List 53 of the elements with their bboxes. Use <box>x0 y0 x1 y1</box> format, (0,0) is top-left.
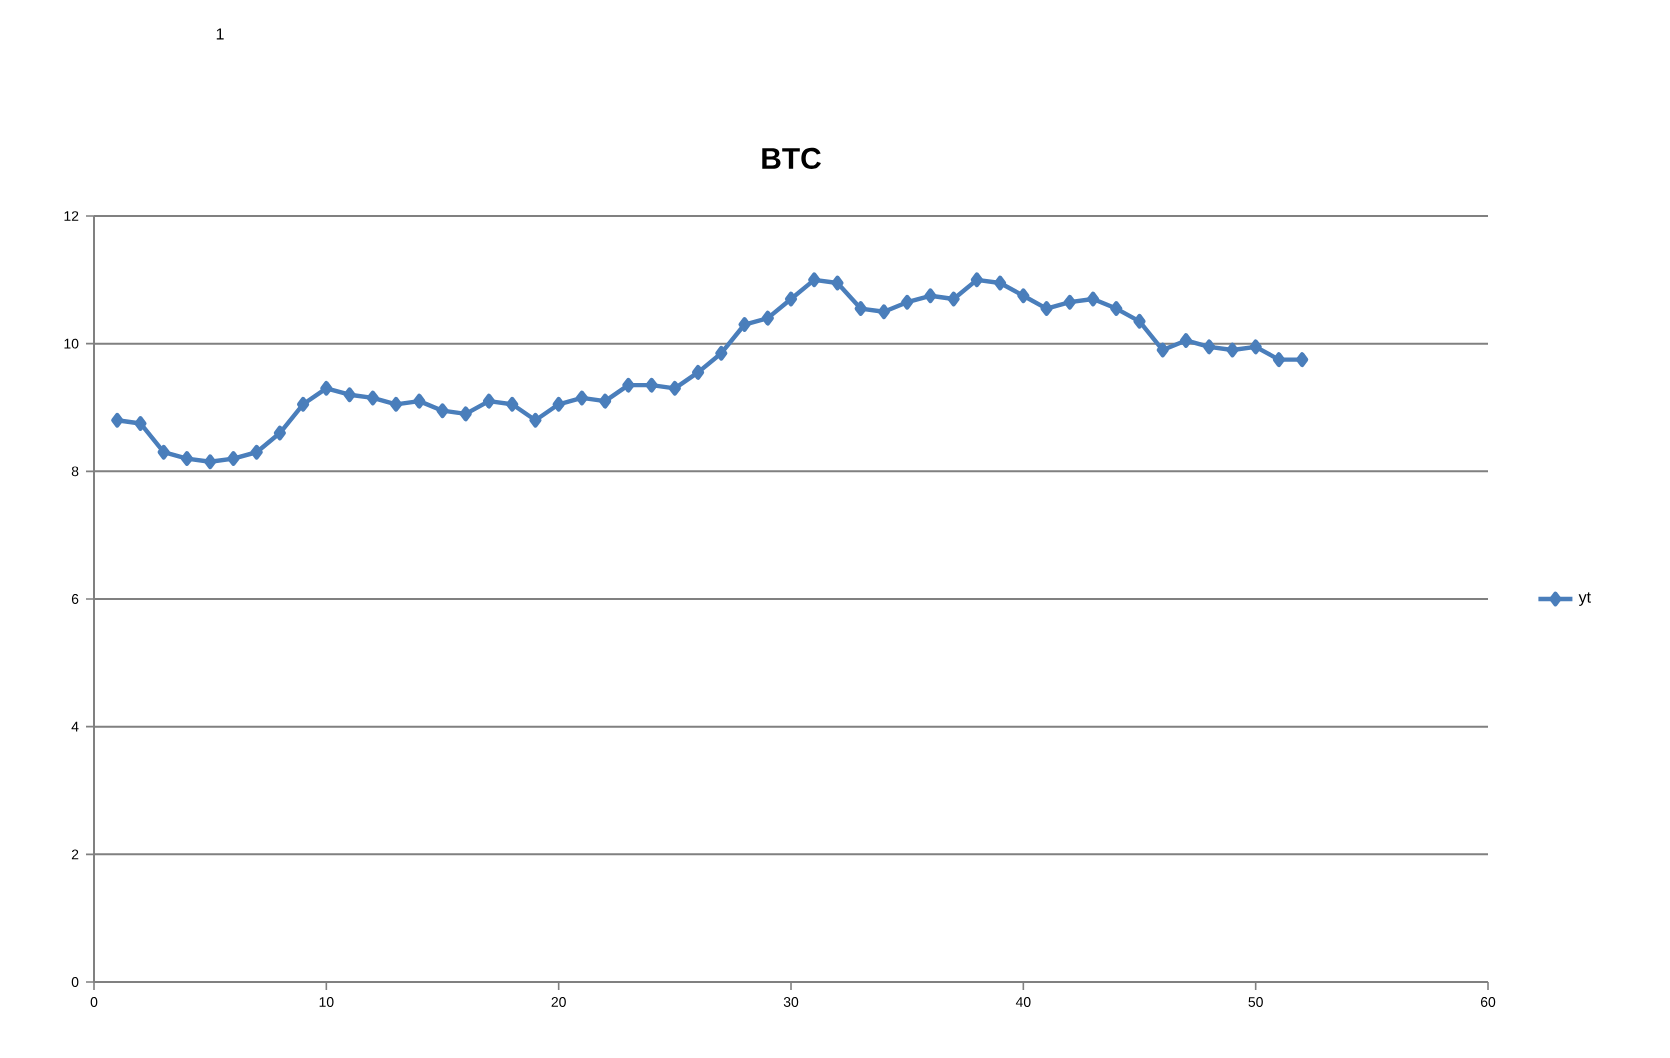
point <box>273 425 286 441</box>
point <box>204 454 217 470</box>
point <box>343 387 356 403</box>
point <box>831 275 844 291</box>
point <box>1040 301 1053 316</box>
point <box>924 288 937 304</box>
chart-title: BTC <box>762 147 821 169</box>
point <box>1017 288 1030 304</box>
point <box>854 301 867 316</box>
point <box>761 310 774 326</box>
point <box>134 416 147 431</box>
point <box>111 412 124 428</box>
point <box>645 377 658 393</box>
point <box>994 275 1007 291</box>
point <box>575 390 588 406</box>
point <box>320 380 333 396</box>
point <box>1086 291 1100 307</box>
point <box>1272 352 1285 368</box>
point <box>529 412 542 428</box>
point <box>622 377 635 393</box>
point <box>413 393 426 409</box>
point <box>1296 352 1309 368</box>
point <box>1133 313 1146 329</box>
point <box>784 291 798 307</box>
point <box>947 291 960 307</box>
point <box>1110 301 1123 316</box>
point <box>668 380 681 396</box>
point <box>738 317 751 332</box>
point <box>180 451 194 466</box>
point <box>436 403 449 419</box>
point <box>1249 339 1262 355</box>
point <box>250 444 263 460</box>
point <box>599 393 612 409</box>
point <box>715 345 728 361</box>
point <box>482 393 496 409</box>
point <box>1203 339 1216 355</box>
point <box>1156 342 1169 358</box>
point <box>877 304 891 320</box>
point <box>970 272 983 288</box>
point <box>459 406 472 422</box>
point <box>297 396 310 412</box>
point <box>808 272 821 288</box>
point <box>1179 333 1193 348</box>
point <box>389 396 403 412</box>
point <box>901 294 914 310</box>
point <box>157 444 170 460</box>
point <box>691 364 705 380</box>
point <box>366 390 379 406</box>
point <box>227 451 240 466</box>
point <box>506 396 519 412</box>
point <box>1226 342 1239 358</box>
point <box>552 396 565 412</box>
point <box>1063 294 1076 310</box>
